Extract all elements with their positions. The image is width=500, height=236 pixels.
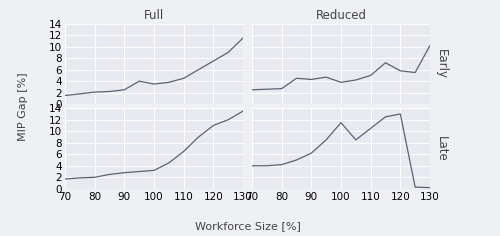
Text: Late: Late bbox=[436, 136, 448, 161]
Text: Early: Early bbox=[436, 49, 448, 79]
Text: Workforce Size [%]: Workforce Size [%] bbox=[194, 222, 300, 232]
Text: MIP Gap [%]: MIP Gap [%] bbox=[18, 72, 28, 140]
Title: Full: Full bbox=[144, 9, 164, 22]
Title: Reduced: Reduced bbox=[316, 9, 366, 22]
